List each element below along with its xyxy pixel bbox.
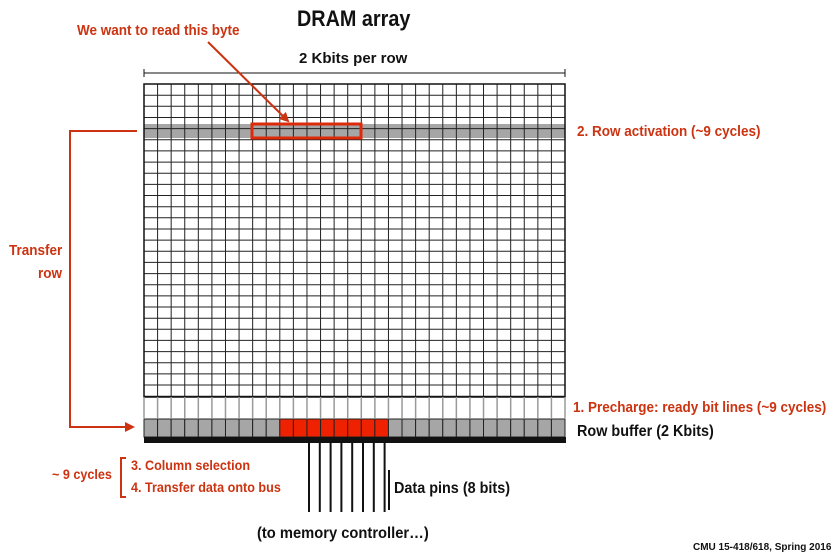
row-buffer-cell <box>387 418 403 438</box>
data-pins-label: Data pins (8 bits) <box>394 480 511 497</box>
row-buffer-cell <box>197 418 213 438</box>
cycles-bracket <box>120 457 126 498</box>
transfer-bus-label: 4. Transfer data onto bus <box>131 479 281 495</box>
row-buffer-cell <box>455 418 471 438</box>
row-buffer-selected-cell <box>360 418 376 438</box>
row-buffer <box>143 418 566 438</box>
row-buffer-cell <box>550 418 566 438</box>
cycles-label: ~ 9 cycles <box>52 466 112 482</box>
bit-lines <box>143 397 566 418</box>
row-buffer-cell <box>265 418 281 438</box>
row-buffer-selected-cell <box>292 418 308 438</box>
data-pins <box>308 443 390 512</box>
target-byte-highlight <box>250 122 363 140</box>
target-byte-label: We want to read this byte <box>77 22 240 39</box>
precharge-label: 1. Precharge: ready bit lines (~9 cycles… <box>573 399 827 416</box>
row-buffer-cell <box>157 418 172 438</box>
diagram-title: DRAM array <box>297 6 411 31</box>
row-buffer-cell <box>224 418 240 438</box>
row-buffer-cell <box>170 418 186 438</box>
row-width-label: 2 Kbits per row <box>299 50 408 67</box>
row-buffer-base-bar <box>144 437 566 443</box>
transfer-row-arrow <box>69 130 137 432</box>
row-buffer-cell <box>252 418 267 438</box>
row-buffer-cell <box>510 418 525 438</box>
memory-controller-label: (to memory controller…) <box>257 525 429 542</box>
active-row <box>144 124 565 138</box>
row-buffer-label: Row buffer (2 Kbits) <box>577 423 714 440</box>
row-activation-label: 2. Row activation (~9 cycles) <box>577 123 761 140</box>
row-buffer-cell <box>238 418 254 438</box>
target-byte-arrow <box>207 41 290 123</box>
row-buffer-cell <box>483 418 498 438</box>
transfer-label-line1: Transfer <box>9 242 63 259</box>
row-buffer-cell <box>496 418 512 438</box>
row-buffer-cell <box>401 418 417 438</box>
row-buffer-cell <box>469 418 485 438</box>
row-buffer-selected-cell <box>333 418 349 438</box>
row-buffer-selected-cell <box>374 418 389 438</box>
row-buffer-cell <box>442 418 457 438</box>
row-buffer-selected-cell <box>279 418 294 438</box>
row-buffer-cell <box>537 418 552 438</box>
row-buffer-cell <box>184 418 199 438</box>
row-buffer-selected-cell <box>320 418 335 438</box>
column-selection-label: 3. Column selection <box>131 457 251 473</box>
row-buffer-selected-cell <box>347 418 362 438</box>
row-buffer-cell <box>523 418 539 438</box>
row-width-dimension <box>143 69 566 77</box>
footer-label: CMU 15-418/618, Spring 2016 <box>693 542 832 553</box>
dram-cell-grid <box>143 83 566 398</box>
row-buffer-cell <box>428 418 444 438</box>
transfer-label-line2: row <box>38 265 63 282</box>
row-buffer-selected-cell <box>306 418 322 438</box>
row-buffer-cell <box>211 418 226 438</box>
row-buffer-cell <box>143 418 159 438</box>
row-buffer-cell <box>415 418 430 438</box>
